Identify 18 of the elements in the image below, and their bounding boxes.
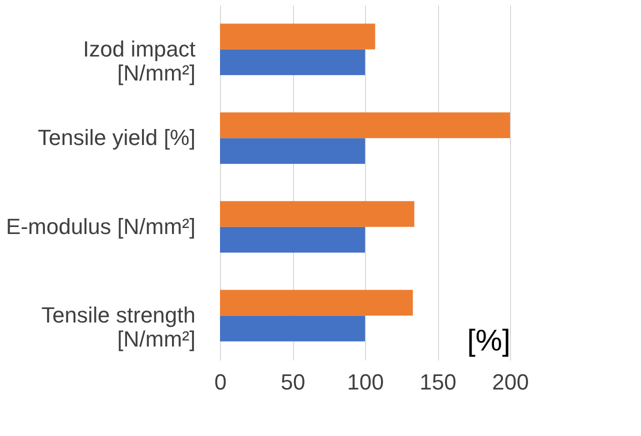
x-tick-label: 100 xyxy=(347,370,384,394)
y-tick-label: E-modulus [N/mm²] xyxy=(6,214,196,239)
x-tick-label: 50 xyxy=(280,370,306,394)
x-tick-label: 200 xyxy=(492,370,529,394)
bar xyxy=(220,138,365,164)
bar xyxy=(220,24,376,50)
bar xyxy=(220,316,365,342)
bar xyxy=(220,49,365,76)
x-tick-label: 150 xyxy=(420,370,456,394)
bar xyxy=(220,290,413,316)
x-tick-label: 0 xyxy=(214,370,227,394)
y-tick-label: Izod impact [N/mm²] xyxy=(83,36,196,86)
x-axis-title: [%] xyxy=(467,324,510,358)
y-tick-label: Tensile strength [N/mm²] xyxy=(41,302,196,352)
bar xyxy=(220,201,414,227)
bar xyxy=(220,226,365,253)
y-tick-label: Tensile yield [%] xyxy=(38,125,196,150)
bar xyxy=(220,112,510,138)
